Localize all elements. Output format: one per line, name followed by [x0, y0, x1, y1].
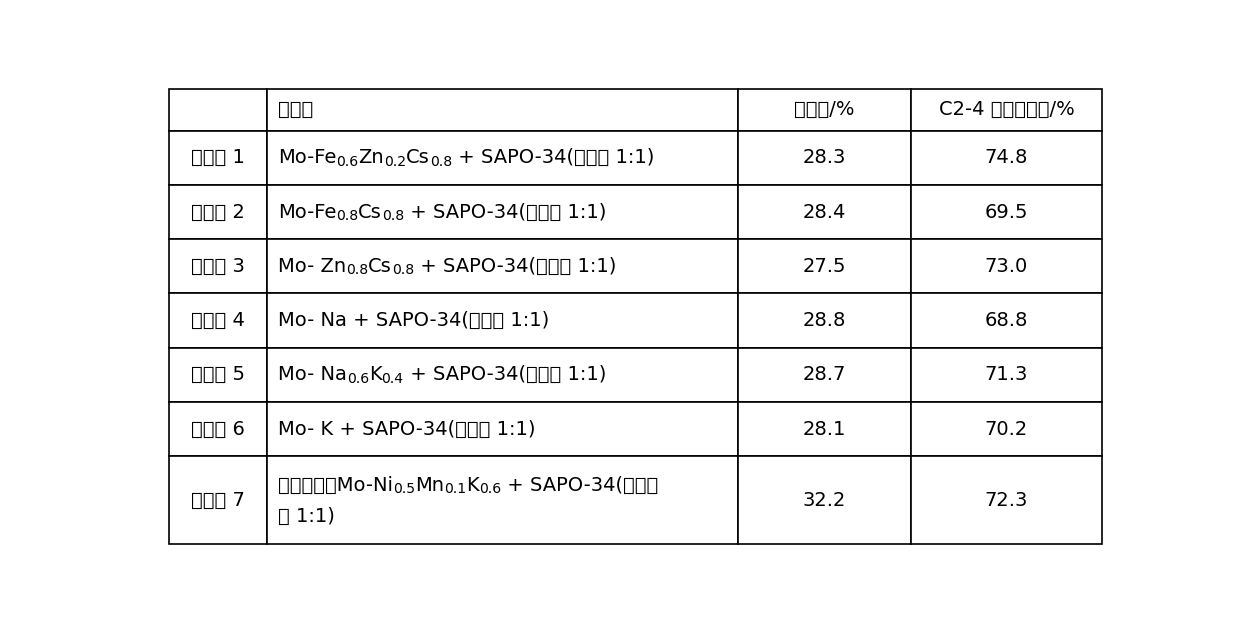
Bar [910, 456, 1102, 544]
Text: 转化率/%: 转化率/% [794, 100, 854, 119]
Bar [267, 456, 738, 544]
Text: Mn: Mn [415, 476, 444, 495]
Text: 实施例 3: 实施例 3 [191, 257, 244, 276]
Bar [267, 402, 738, 456]
Bar [267, 130, 738, 185]
Bar [910, 348, 1102, 402]
Text: 72.3: 72.3 [985, 491, 1028, 510]
Text: 比 1:1): 比 1:1) [278, 507, 335, 525]
Bar [169, 402, 267, 456]
Bar [738, 89, 910, 130]
Bar [738, 402, 910, 456]
Bar [738, 239, 910, 293]
Text: 0.8: 0.8 [346, 263, 368, 277]
Text: 实施例 5: 实施例 5 [191, 366, 246, 384]
Text: （氧化物）Mo-Ni: （氧化物）Mo-Ni [278, 476, 393, 495]
Text: 0.6: 0.6 [336, 155, 358, 169]
Text: Mo-Fe: Mo-Fe [278, 203, 336, 221]
Bar [267, 293, 738, 348]
Text: Mo-Fe: Mo-Fe [278, 148, 336, 167]
Text: 0.5: 0.5 [393, 482, 415, 497]
Text: 28.7: 28.7 [802, 366, 846, 384]
Text: 实施例 6: 实施例 6 [191, 419, 244, 439]
Text: Cs: Cs [405, 148, 430, 167]
Text: 0.4: 0.4 [382, 372, 403, 386]
Text: 0.8: 0.8 [336, 209, 358, 223]
Text: 28.4: 28.4 [802, 203, 846, 221]
Bar [169, 239, 267, 293]
Bar [169, 293, 267, 348]
Bar [267, 89, 738, 130]
Text: 27.5: 27.5 [802, 257, 846, 276]
Text: K: K [368, 366, 382, 384]
Bar [738, 456, 910, 544]
Bar [267, 185, 738, 239]
Text: Cs: Cs [358, 203, 382, 221]
Bar [267, 348, 738, 402]
Text: Mo- Zn: Mo- Zn [278, 257, 346, 276]
Text: 0.2: 0.2 [384, 155, 405, 169]
Text: 28.3: 28.3 [802, 148, 846, 167]
Bar [738, 293, 910, 348]
Text: 0.8: 0.8 [392, 263, 414, 277]
Text: Mo- K + SAPO-34(重量比 1:1): Mo- K + SAPO-34(重量比 1:1) [278, 419, 536, 439]
Text: 实施例 4: 实施例 4 [191, 311, 244, 330]
Text: 68.8: 68.8 [985, 311, 1028, 330]
Text: 实施例 1: 实施例 1 [191, 148, 244, 167]
Bar [169, 348, 267, 402]
Text: 0.6: 0.6 [479, 482, 501, 497]
Text: Mo- Na + SAPO-34(重量比 1:1): Mo- Na + SAPO-34(重量比 1:1) [278, 311, 549, 330]
Text: 0.1: 0.1 [444, 482, 466, 497]
Bar [169, 456, 267, 544]
Text: + SAPO-34(重量比 1:1): + SAPO-34(重量比 1:1) [451, 148, 655, 167]
Bar [910, 402, 1102, 456]
Text: + SAPO-34(重量比 1:1): + SAPO-34(重量比 1:1) [404, 203, 606, 221]
Bar [910, 185, 1102, 239]
Text: 28.1: 28.1 [802, 419, 846, 439]
Bar [169, 185, 267, 239]
Text: 0.8: 0.8 [382, 209, 404, 223]
Text: + SAPO-34(重量比 1:1): + SAPO-34(重量比 1:1) [414, 257, 616, 276]
Bar [738, 348, 910, 402]
Text: 74.8: 74.8 [985, 148, 1028, 167]
Bar [910, 89, 1102, 130]
Text: 实施例 2: 实施例 2 [191, 203, 244, 221]
Bar [910, 130, 1102, 185]
Bar [169, 89, 267, 130]
Text: 廂化剤: 廂化剤 [278, 100, 312, 119]
Text: 73.0: 73.0 [985, 257, 1028, 276]
Text: 32.2: 32.2 [802, 491, 846, 510]
Bar [267, 239, 738, 293]
Text: 69.5: 69.5 [985, 203, 1028, 221]
Text: 70.2: 70.2 [985, 419, 1028, 439]
Bar [169, 130, 267, 185]
Text: Zn: Zn [358, 148, 384, 167]
Text: K: K [466, 476, 479, 495]
Text: + SAPO-34(重量比: + SAPO-34(重量比 [501, 476, 658, 495]
Text: 28.8: 28.8 [802, 311, 846, 330]
Text: 0.6: 0.6 [347, 372, 368, 386]
Text: 实施例 7: 实施例 7 [191, 491, 244, 510]
Text: 0.8: 0.8 [430, 155, 451, 169]
Text: 71.3: 71.3 [985, 366, 1028, 384]
Text: Cs: Cs [368, 257, 392, 276]
Bar [738, 185, 910, 239]
Text: + SAPO-34(重量比 1:1): + SAPO-34(重量比 1:1) [403, 366, 606, 384]
Bar [738, 130, 910, 185]
Text: C2-4 烯烄选择性/%: C2-4 烯烄选择性/% [939, 100, 1074, 119]
Bar [910, 293, 1102, 348]
Text: Mo- Na: Mo- Na [278, 366, 347, 384]
Bar [910, 239, 1102, 293]
